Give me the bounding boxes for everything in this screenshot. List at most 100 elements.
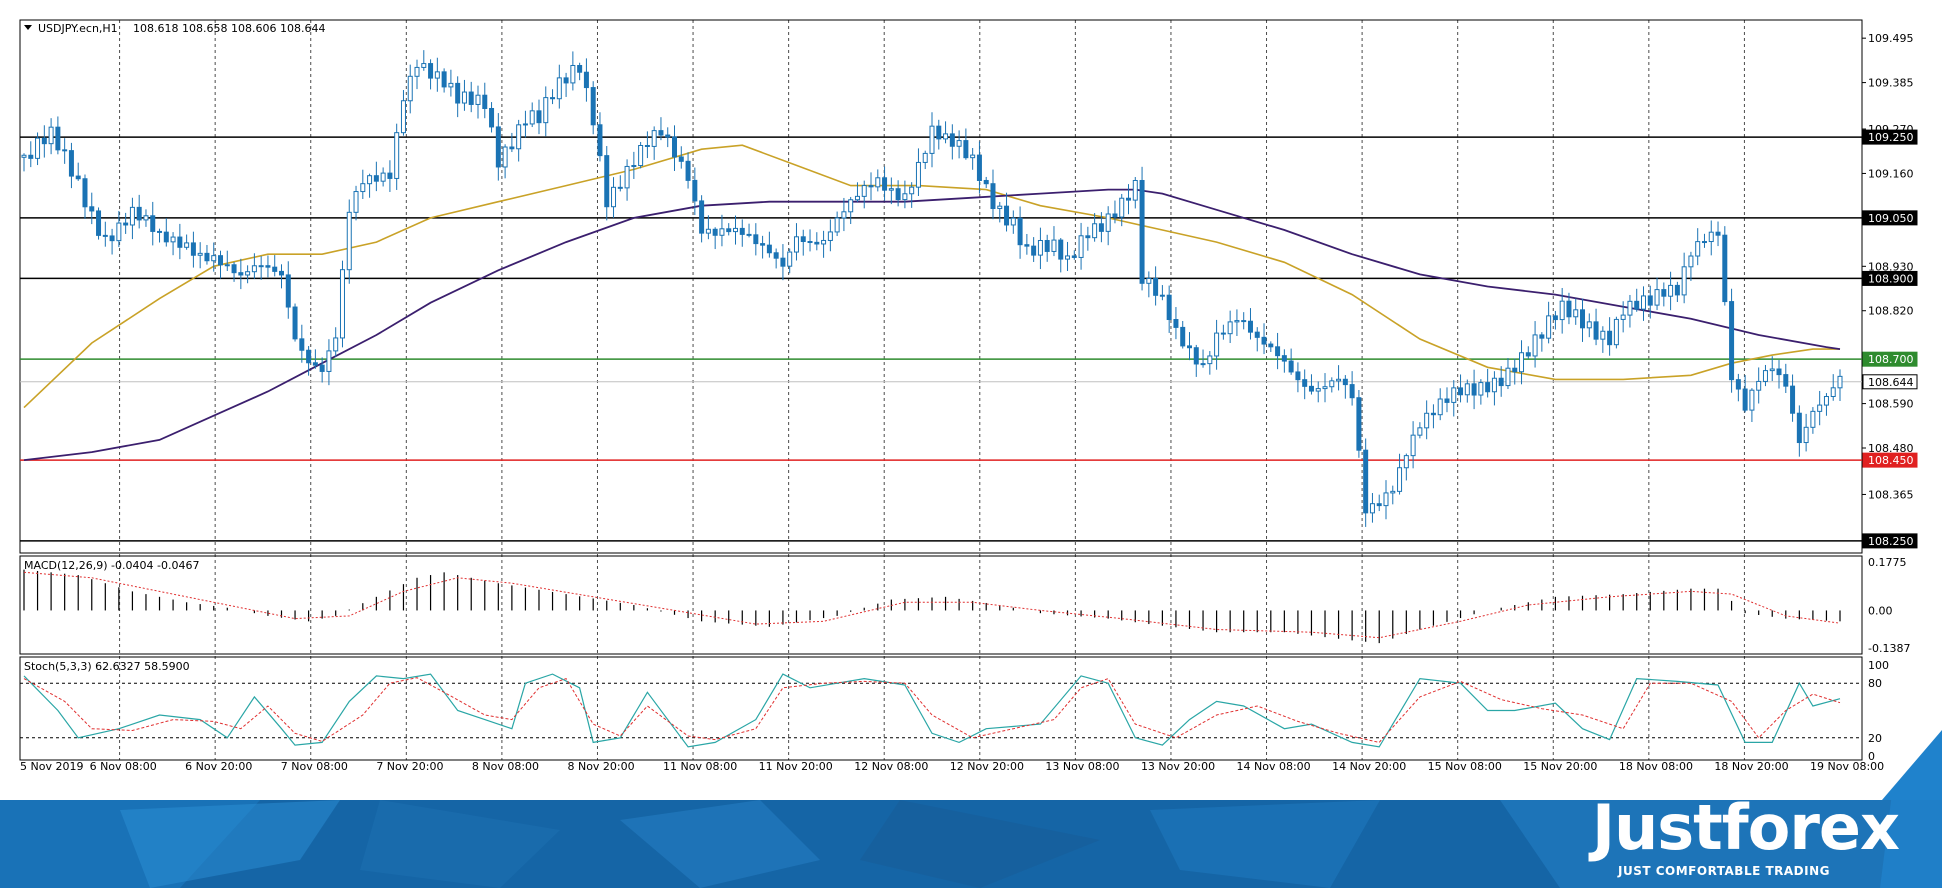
bear-candle-body bbox=[441, 71, 447, 88]
candle bbox=[556, 64, 562, 109]
bull-candle-body bbox=[1234, 320, 1240, 323]
candle bbox=[1302, 369, 1308, 400]
candle bbox=[441, 68, 447, 93]
bear-candle-body bbox=[1254, 331, 1260, 338]
candle bbox=[678, 146, 684, 169]
bull-candle-body bbox=[1586, 321, 1592, 329]
candle bbox=[909, 182, 915, 208]
candle bbox=[787, 248, 793, 274]
candle bbox=[1417, 422, 1423, 439]
bear-candle-body bbox=[218, 255, 224, 266]
bull-candle-body bbox=[570, 64, 576, 84]
bull-candle-body bbox=[116, 222, 122, 242]
candle bbox=[184, 234, 190, 250]
price-tick-label: 109.385 bbox=[1868, 77, 1914, 90]
candle bbox=[163, 218, 169, 247]
bull-candle-body bbox=[529, 110, 535, 125]
bear-candle-body bbox=[766, 244, 772, 254]
price-label-text: 109.050 bbox=[1868, 212, 1914, 225]
candle bbox=[373, 161, 379, 192]
bull-candle-body bbox=[251, 265, 257, 273]
bull-candle-body bbox=[502, 146, 508, 168]
bear-candle-body bbox=[1004, 205, 1010, 226]
bear-candle-body bbox=[109, 235, 115, 242]
bear-candle-body bbox=[468, 91, 474, 105]
bear-candle-body bbox=[1647, 295, 1653, 306]
stoch-pane[interactable] bbox=[19, 656, 1863, 761]
price-pane[interactable] bbox=[19, 19, 1863, 554]
candle bbox=[312, 349, 318, 369]
bull-candle-body bbox=[875, 177, 881, 188]
macd-pane[interactable] bbox=[19, 555, 1863, 655]
bull-candle-body bbox=[1478, 382, 1484, 396]
bear-candle-body bbox=[1247, 320, 1253, 333]
candle bbox=[861, 180, 867, 209]
bull-candle-body bbox=[793, 236, 799, 253]
candle bbox=[1132, 177, 1138, 209]
candle bbox=[35, 132, 41, 166]
bear-candle-body bbox=[644, 144, 650, 147]
bear-candle-body bbox=[1031, 245, 1037, 256]
bear-candle-body bbox=[1593, 321, 1599, 340]
bull-candle-body bbox=[1369, 503, 1375, 514]
bull-candle-body bbox=[400, 100, 406, 134]
candle bbox=[949, 124, 955, 160]
bull-candle-body bbox=[1701, 241, 1707, 244]
bear-candle-body bbox=[1139, 179, 1145, 284]
candle bbox=[1173, 307, 1179, 340]
bull-candle-body bbox=[1424, 412, 1430, 429]
candle bbox=[170, 232, 176, 256]
bull-candle-body bbox=[1092, 223, 1098, 239]
bear-candle-body bbox=[1308, 385, 1314, 392]
candle bbox=[258, 256, 264, 280]
candle bbox=[1485, 368, 1491, 398]
price-label-box: 109.250 bbox=[1862, 129, 1918, 145]
price-label-box: 109.050 bbox=[1862, 210, 1918, 226]
candle bbox=[780, 244, 786, 281]
justforex-logo[interactable]: Justforex bbox=[1592, 791, 1900, 864]
bear-candle-body bbox=[1580, 309, 1586, 329]
bear-candle-body bbox=[1376, 503, 1382, 507]
bull-candle-body bbox=[1810, 410, 1816, 428]
bull-candle-body bbox=[1505, 367, 1511, 387]
bear-candle-body bbox=[272, 266, 278, 272]
bull-candle-body bbox=[1668, 284, 1674, 297]
candle bbox=[1403, 453, 1409, 481]
bear-candle-body bbox=[1552, 315, 1558, 321]
candle bbox=[760, 235, 766, 259]
bull-candle-body bbox=[461, 91, 467, 104]
candle bbox=[1776, 360, 1782, 389]
bear-candle-body bbox=[238, 272, 244, 276]
stoch-tick-label: 0 bbox=[1868, 750, 1875, 763]
time-axis: 5 Nov 2019 6 Nov 08:00 6 Nov 20:00 7 Nov 08… bbox=[20, 760, 1884, 773]
collapse-triangle-icon[interactable] bbox=[24, 25, 32, 30]
bull-candle-body bbox=[624, 165, 630, 189]
candle bbox=[1735, 373, 1741, 402]
bear-candle-body bbox=[428, 63, 434, 79]
candle bbox=[1166, 285, 1172, 333]
bear-candle-body bbox=[1017, 217, 1023, 246]
price-label-text: 108.644 bbox=[1868, 376, 1914, 389]
bear-candle-body bbox=[1776, 368, 1782, 376]
candle bbox=[102, 221, 108, 247]
candle bbox=[1397, 453, 1403, 495]
candle bbox=[1491, 371, 1497, 406]
price-label-text: 109.250 bbox=[1868, 131, 1914, 144]
candle bbox=[793, 223, 799, 261]
stoch-k-line bbox=[23, 673, 1841, 748]
bull-candle-body bbox=[1417, 427, 1423, 436]
bull-candle-body bbox=[1681, 266, 1687, 296]
chart-area[interactable]: 109.495109.385109.270109.160108.930108.8… bbox=[0, 0, 1942, 800]
candle bbox=[1227, 310, 1233, 344]
candle bbox=[1729, 288, 1735, 393]
bull-candle-body bbox=[943, 133, 949, 140]
bear-candle-body bbox=[1186, 345, 1192, 349]
candle bbox=[997, 201, 1003, 223]
candle bbox=[550, 89, 556, 105]
bull-candle-body bbox=[1390, 490, 1396, 494]
candle bbox=[1688, 251, 1694, 281]
bull-candle-body bbox=[888, 188, 894, 191]
candle bbox=[204, 244, 210, 265]
bull-candle-body bbox=[1491, 377, 1497, 393]
bull-candle-body bbox=[1627, 300, 1633, 316]
